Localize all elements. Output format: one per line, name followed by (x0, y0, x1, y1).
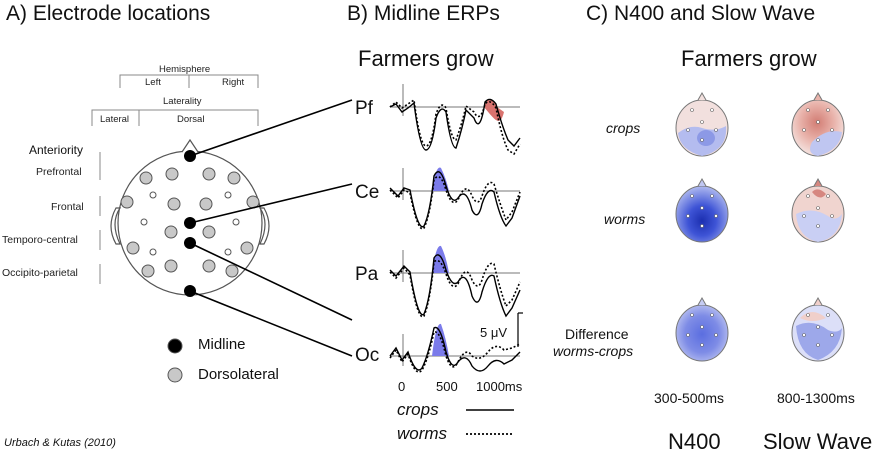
topo-crops-slow-wave (791, 91, 845, 157)
panel-b-title: B) Midline ERPs (347, 2, 500, 25)
citation: Urbach & Kutas (2010) (4, 437, 116, 449)
window-label-slow-wave: 800-1300ms (777, 390, 855, 406)
component-label-slow-wave: Slow Wave (763, 429, 873, 454)
electrode-legend-markers (167, 338, 183, 383)
channel-label-oc: Oc (355, 345, 380, 366)
legend-worms-label: worms (397, 424, 448, 443)
legend-midline-label: Midline (198, 336, 246, 353)
erp-ce (389, 167, 521, 230)
panel-c-title: C) N400 and Slow Wave (586, 2, 816, 25)
row-label-occipito-parietal: Occipito-parietal (2, 267, 78, 279)
scale-bar-label: 5 μV (480, 325, 508, 340)
panel-a-title: A) Electrode locations (6, 2, 211, 25)
laterality-label: Laterality (163, 96, 202, 107)
difference-label: Difference (565, 326, 629, 342)
x-tick-1000: 1000ms (476, 379, 523, 394)
topo-crops-n400 (675, 91, 729, 157)
row-label-prefrontal: Prefrontal (36, 166, 82, 178)
dorsal-label: Dorsal (177, 114, 205, 125)
x-tick-0: 0 (398, 379, 406, 394)
x-tick-500: 500 (436, 379, 458, 394)
erp-pa (389, 245, 521, 318)
scale-bar (517, 312, 523, 347)
channel-label-ce: Ce (355, 182, 380, 203)
row-label-frontal: Frontal (51, 201, 84, 213)
panel-c-sentence: Farmers grow (681, 46, 817, 71)
difference-sublabel: worms-crops (553, 343, 634, 359)
right-label: Right (222, 77, 245, 88)
anteriority-label: Anteriority (29, 143, 84, 157)
connector-lines (189, 99, 353, 357)
channel-label-pf: Pf (355, 98, 373, 119)
channel-label-pa: Pa (355, 264, 379, 285)
dorsolateral-electrodes (120, 167, 260, 278)
row-label-temporo-central: Temporo-central (2, 234, 78, 246)
topo-difference-n400 (675, 296, 729, 362)
topo-worms-n400 (675, 177, 729, 243)
erp-pf (389, 84, 521, 156)
condition-label-crops: crops (606, 120, 641, 136)
hemisphere-label: Hemisphere (159, 64, 211, 75)
panel-b-sentence: Farmers grow (358, 46, 494, 71)
left-label: Left (145, 77, 161, 88)
topo-electrode-dots (686, 108, 834, 347)
condition-label-worms: worms (604, 211, 646, 227)
window-label-n400: 300-500ms (654, 390, 725, 406)
topo-worms-slow-wave (791, 177, 845, 243)
legend-dorsolateral-label: Dorsolateral (198, 366, 279, 383)
lateral-label: Lateral (100, 114, 130, 125)
component-label-n400: N400 (668, 429, 721, 454)
topo-difference-slow-wave (791, 296, 845, 362)
hierarchy-brackets (91, 74, 259, 284)
legend-crops-label: crops (397, 400, 439, 419)
small-electrodes (140, 191, 240, 256)
erp-oc (389, 323, 521, 373)
